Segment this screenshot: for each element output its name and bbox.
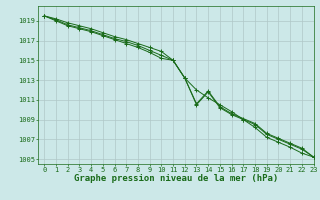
X-axis label: Graphe pression niveau de la mer (hPa): Graphe pression niveau de la mer (hPa) (74, 174, 278, 183)
